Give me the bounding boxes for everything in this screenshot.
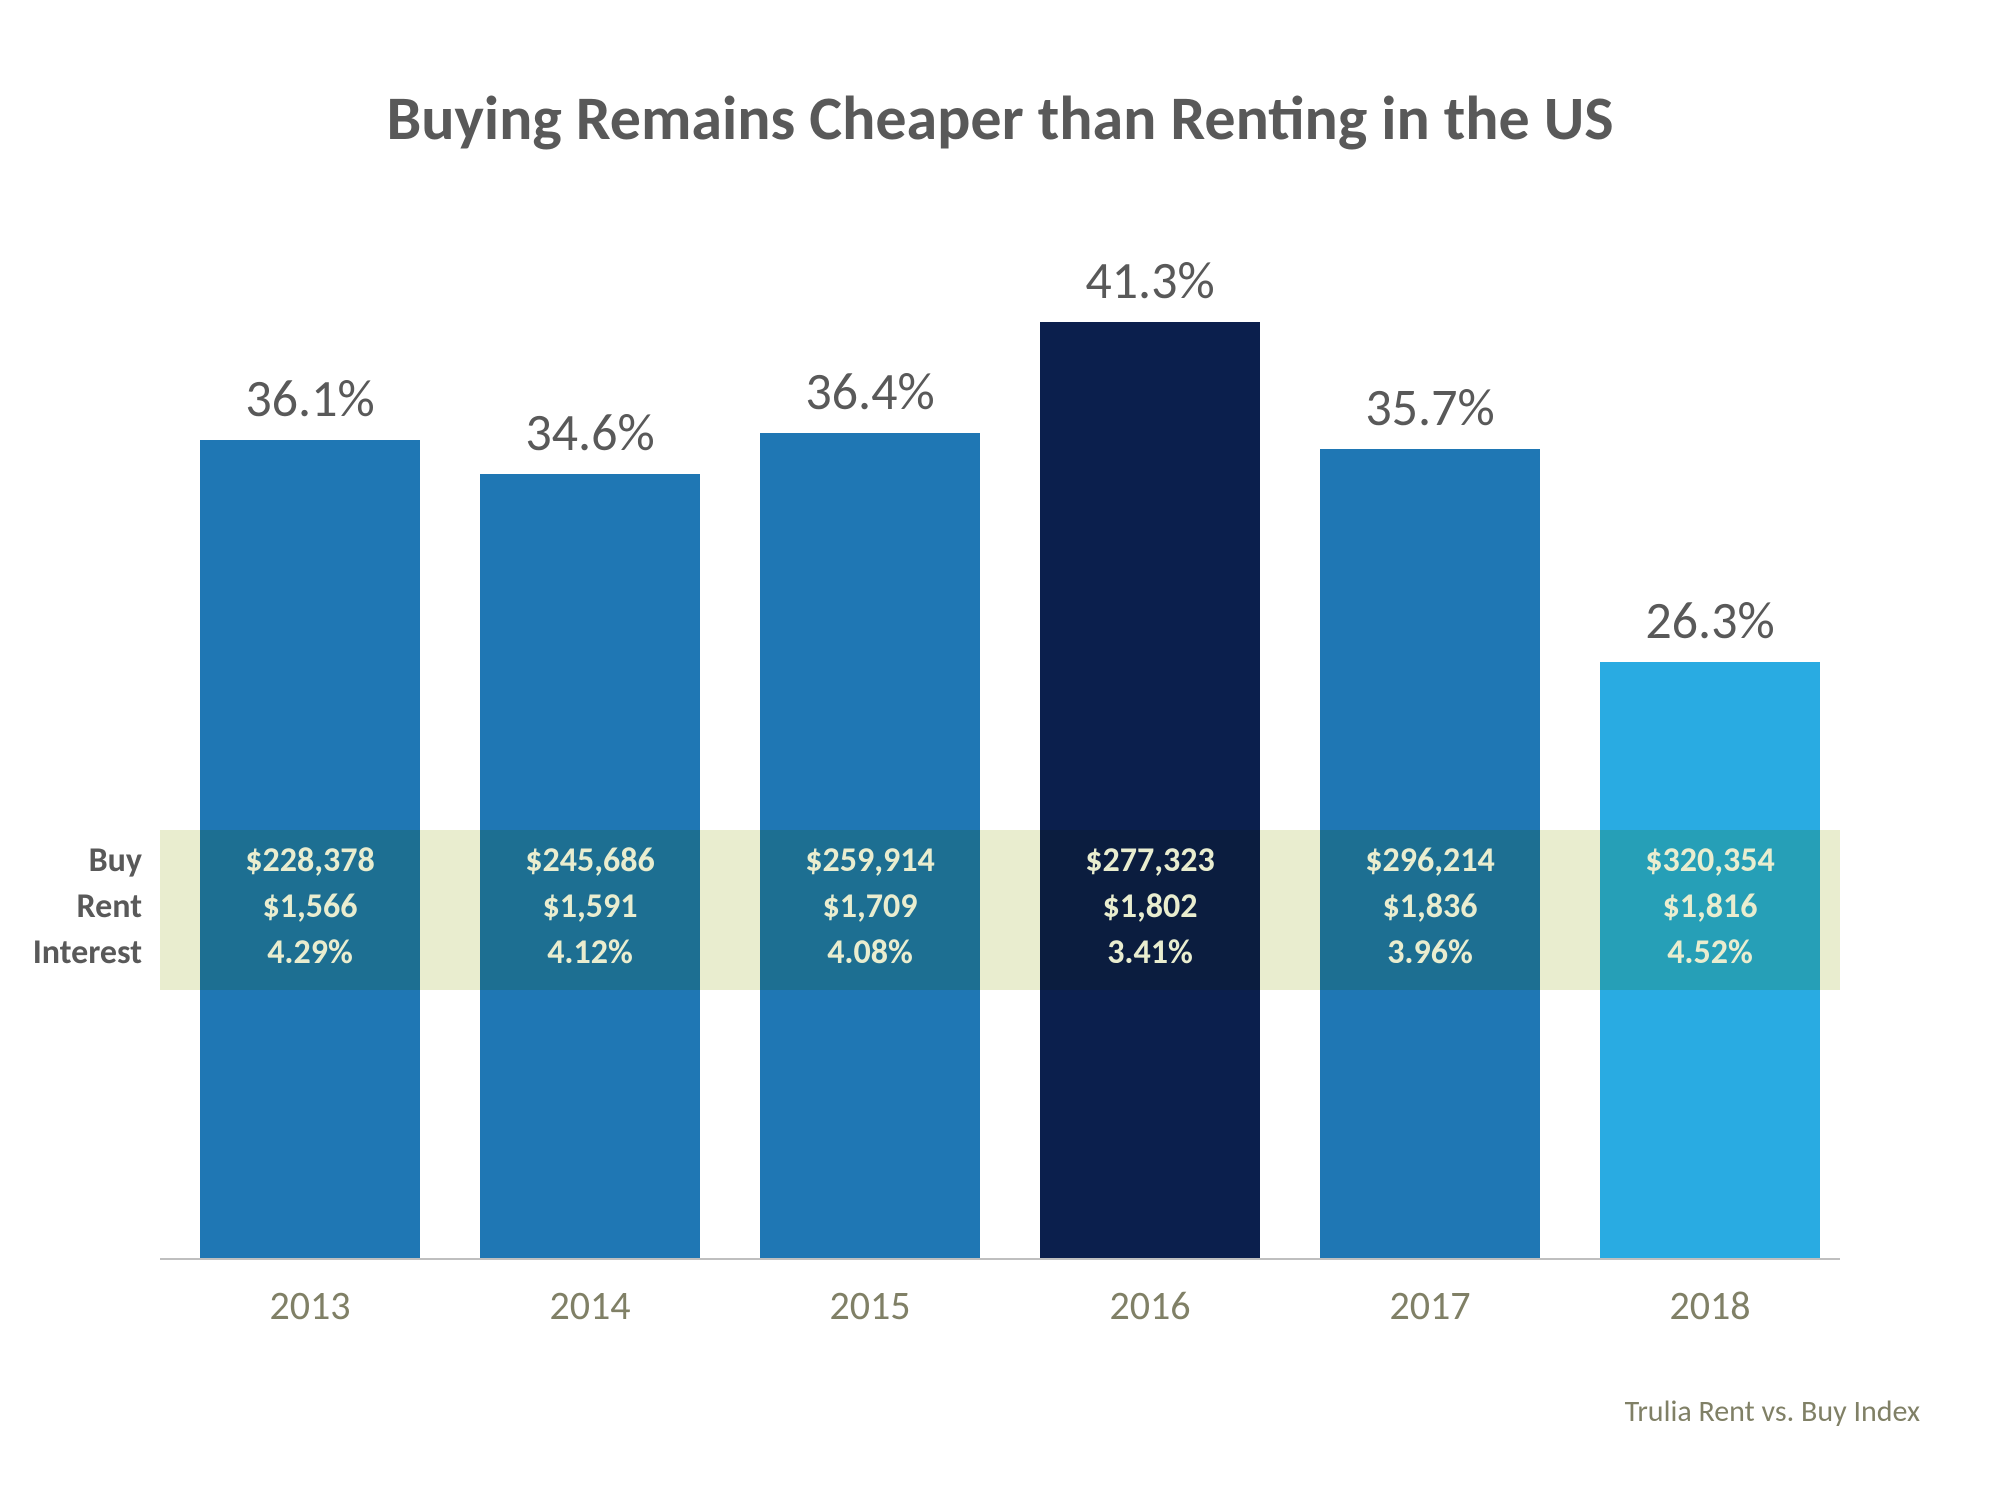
- chart-title: Buying Remains Cheaper than Renting in t…: [0, 80, 2000, 156]
- data-band-overlay: [160, 830, 1840, 990]
- bar-value-label: 41.3%: [1000, 248, 1300, 312]
- page: Buying Remains Cheaper than Renting in t…: [0, 0, 2000, 1500]
- x-axis-label: 2013: [160, 1281, 460, 1330]
- bar-value-label: 26.3%: [1560, 588, 1860, 652]
- x-axis-label: 2018: [1560, 1281, 1860, 1330]
- x-axis-label: 2017: [1280, 1281, 1580, 1330]
- bar-value-label: 34.6%: [440, 400, 740, 464]
- x-axis-label: 2015: [720, 1281, 1020, 1330]
- row-label: Buy: [0, 838, 142, 884]
- row-label: Interest: [0, 930, 142, 976]
- bar: [1040, 322, 1260, 1258]
- x-axis-label: 2016: [1000, 1281, 1300, 1330]
- row-labels: BuyRentInterest: [0, 838, 160, 976]
- chart-plot-area: 36.1%2013$228,378$1,5664.29%34.6%2014$24…: [160, 240, 1840, 1260]
- bar-value-label: 36.1%: [160, 366, 460, 430]
- x-axis-line: [160, 1258, 1840, 1260]
- x-axis-label: 2014: [440, 1281, 740, 1330]
- row-label: Rent: [0, 884, 142, 930]
- bar-value-label: 35.7%: [1280, 375, 1580, 439]
- source-attribution: Trulia Rent vs. Buy Index: [1625, 1393, 1920, 1430]
- bar-value-label: 36.4%: [720, 359, 1020, 423]
